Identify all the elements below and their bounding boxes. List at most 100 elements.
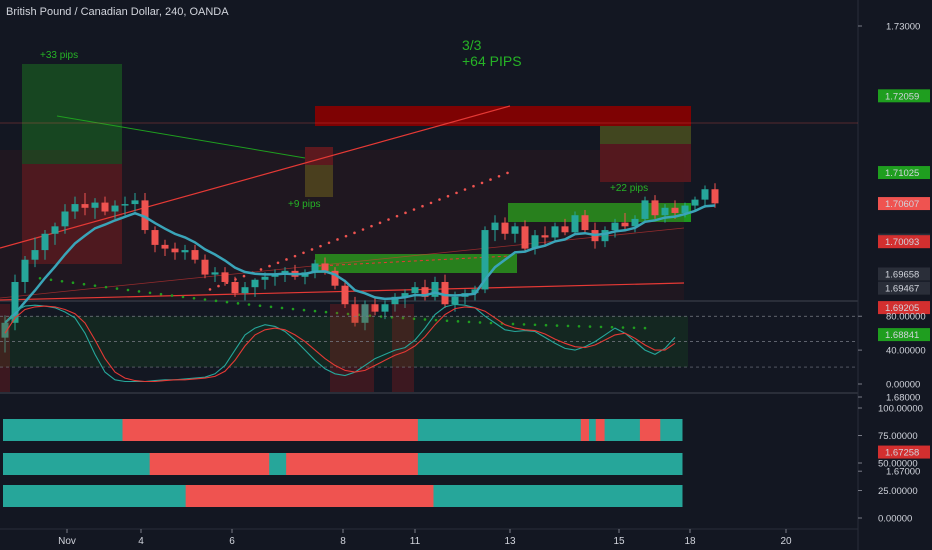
price-tag-label: 1.69658 — [885, 269, 919, 280]
sar-dot — [217, 284, 220, 288]
price-tag-label: 1.70093 — [885, 237, 919, 248]
price-tag — [878, 89, 930, 103]
stop-zone-box — [600, 126, 691, 182]
range-shade — [0, 150, 684, 300]
bar-pane-tick-label: 0.00000 — [878, 514, 912, 525]
candle-body — [521, 226, 529, 249]
sar-dot — [93, 284, 97, 287]
price-tag-label: 1.68841 — [885, 330, 919, 341]
resistance-zone-box — [315, 106, 691, 126]
sar-dot — [310, 248, 314, 251]
pips-label: +9 pips — [288, 199, 321, 210]
sar-dot — [247, 303, 251, 306]
candle-body — [711, 189, 719, 204]
candle-body — [641, 200, 649, 219]
price-tag — [878, 197, 930, 211]
sar-dot — [361, 228, 365, 231]
sar-dot — [456, 320, 460, 323]
trend-bar-segment — [122, 419, 419, 441]
candle-body — [261, 276, 269, 280]
sar-dot — [192, 296, 196, 300]
price-tick-label: 1.67000 — [886, 467, 920, 478]
trend-bar-segment — [286, 453, 419, 475]
sar-dot — [395, 214, 399, 218]
time-tick-label: 11 — [410, 536, 421, 547]
candle-body — [421, 287, 429, 297]
bar-pane-tick-label: 100.00000 — [878, 404, 923, 415]
sar-dot — [621, 326, 625, 329]
sar-dot — [353, 231, 356, 235]
price-tag — [878, 328, 930, 342]
sar-dot — [137, 290, 141, 293]
sar-dot — [588, 325, 592, 328]
sar-dot — [302, 308, 306, 312]
candle-body — [401, 293, 409, 297]
sar-dot — [489, 178, 492, 181]
trend-bar-segment — [595, 419, 606, 441]
sar-dot — [293, 254, 297, 258]
candle-body — [61, 211, 69, 227]
sar-dot — [82, 282, 86, 286]
trend-bar-segment — [417, 419, 582, 441]
candle-body — [111, 205, 119, 212]
sar-dot — [280, 306, 284, 310]
sar-dot — [181, 295, 185, 299]
bar-pane-tick-label: 50.00000 — [878, 459, 918, 470]
candle-body — [491, 222, 499, 231]
sar-dot — [522, 323, 526, 326]
candle-body — [661, 207, 669, 216]
price-tag-label: 1.71025 — [885, 168, 919, 179]
price-tag — [878, 301, 930, 315]
sar-dot — [291, 307, 295, 311]
sar-dot — [434, 318, 438, 322]
candle-body — [121, 204, 129, 206]
sar-dot — [344, 234, 348, 238]
candle-body — [211, 272, 219, 275]
candle-body — [321, 263, 329, 271]
sar-dot — [511, 322, 515, 326]
candle-body — [451, 296, 459, 305]
oscillator-line — [4, 305, 676, 383]
candle-body — [411, 287, 419, 294]
trend-bar-segment — [639, 419, 661, 441]
sar-dot — [258, 304, 262, 307]
sar-dot — [438, 198, 441, 201]
price-tag — [878, 281, 930, 295]
candle-body — [601, 230, 609, 242]
candle-body — [161, 244, 169, 249]
sar-dot — [566, 324, 570, 328]
sar-dot — [610, 325, 614, 329]
candle-body — [471, 289, 479, 294]
sar-dot — [214, 299, 218, 303]
candle-body — [91, 202, 99, 208]
sar-dot — [599, 325, 603, 329]
candle-body — [481, 230, 489, 290]
time-tick-label: 6 — [229, 536, 235, 547]
candle-body — [671, 207, 679, 213]
sar-dot — [336, 238, 339, 241]
candle-body — [551, 226, 559, 238]
candle-body — [341, 285, 349, 305]
price-tag-label: 1.69467 — [885, 284, 919, 295]
candle-body — [1, 322, 9, 338]
trend-bar-segment — [149, 453, 270, 475]
price-tag-label: 1.70607 — [885, 199, 919, 210]
trend-line — [317, 255, 511, 267]
candle-body — [571, 215, 579, 233]
price-tag-label: 1.67258 — [885, 448, 919, 459]
sar-dot — [423, 318, 427, 321]
sar-dot — [429, 201, 433, 205]
sar-dot — [368, 314, 372, 317]
price-tag-label: 1.72059 — [885, 91, 919, 102]
sar-dot — [445, 319, 449, 323]
candle-body — [331, 270, 339, 286]
sar-dot — [467, 320, 471, 324]
sar-dot — [71, 281, 75, 285]
candle-body — [531, 235, 539, 249]
trend-bar-segment — [269, 453, 287, 475]
candle-body — [351, 304, 359, 323]
candle-body — [181, 250, 189, 253]
candle-body — [581, 215, 589, 231]
